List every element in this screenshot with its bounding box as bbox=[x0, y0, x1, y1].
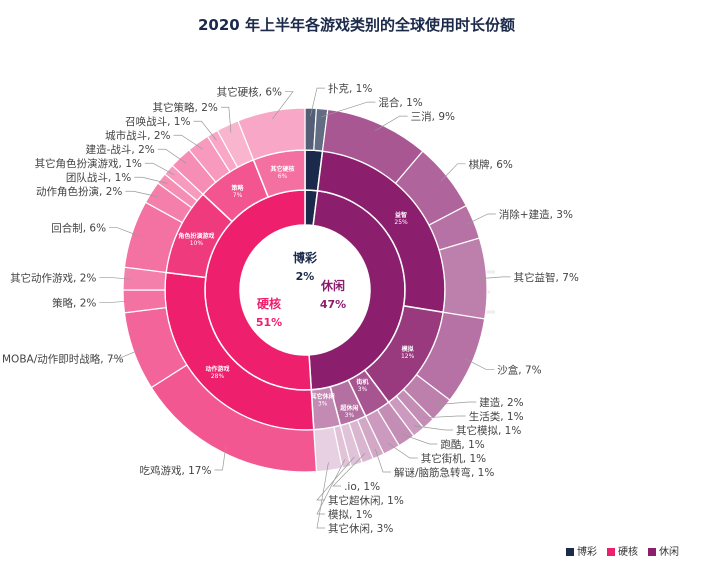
chart-title: 2020 年上半年各游戏类别的全球使用时长份额 bbox=[198, 16, 515, 34]
outer-label: 其它超休闲, 1% bbox=[328, 494, 404, 507]
middle-label: 街机 bbox=[355, 378, 368, 386]
outer-segment bbox=[237, 107, 306, 161]
middle-value: 3% bbox=[345, 412, 355, 419]
leader-line bbox=[214, 444, 227, 471]
leader-line bbox=[99, 300, 132, 304]
center-category-value: 2% bbox=[296, 270, 315, 283]
leader-line bbox=[478, 276, 511, 280]
outer-label: 其它休闲, 3% bbox=[328, 522, 393, 535]
leader-line bbox=[125, 190, 159, 198]
leader-line bbox=[134, 176, 168, 184]
outer-label: 团队战斗, 1% bbox=[66, 171, 131, 184]
outer-label: 其它益智, 7% bbox=[514, 271, 579, 284]
leader-line bbox=[321, 101, 376, 118]
middle-value: 3% bbox=[358, 386, 368, 393]
center-category-name: 硬核 bbox=[257, 296, 281, 311]
outer-label: 混合, 1% bbox=[378, 96, 422, 109]
outer-label: 动作角色扮演, 2% bbox=[36, 185, 122, 198]
leader-line bbox=[310, 87, 325, 117]
outer-label: 回合制, 6% bbox=[51, 222, 106, 235]
middle-value: 12% bbox=[401, 353, 415, 360]
middle-value: 25% bbox=[394, 219, 408, 226]
outer-label: 消除+建造, 3% bbox=[499, 208, 573, 221]
outer-label: 扑克, 1% bbox=[328, 82, 372, 95]
leader-line bbox=[387, 442, 418, 459]
middle-label: 模拟 bbox=[402, 345, 414, 353]
outer-label: 三消, 9% bbox=[411, 110, 455, 123]
leader-line bbox=[466, 213, 496, 225]
outer-label: 其它硬核, 6% bbox=[217, 86, 282, 99]
middle-label: 角色扮演游戏 bbox=[178, 232, 214, 240]
legend-label: 休闲 bbox=[659, 547, 679, 558]
outer-label: 沙盒, 7% bbox=[497, 364, 541, 377]
outer-label: 吃鸡游戏, 17% bbox=[139, 464, 211, 477]
legend-swatch bbox=[648, 548, 656, 556]
middle-label: 益智 bbox=[395, 211, 407, 219]
outer-label: 跑酷, 1% bbox=[440, 438, 484, 451]
outer-label: 策略, 2% bbox=[52, 297, 96, 310]
outer-label: 其它策略, 2% bbox=[153, 101, 218, 114]
leader-line bbox=[316, 459, 346, 515]
legend-swatch bbox=[566, 548, 574, 556]
leader-line bbox=[464, 358, 495, 370]
outer-label: 城市战斗, 2% bbox=[105, 129, 170, 142]
center-category-name: 博彩 bbox=[293, 250, 317, 265]
outer-label: 其它街机, 1% bbox=[421, 452, 486, 465]
leader-line bbox=[374, 115, 408, 132]
outer-label: 其它角色扮演游戏, 1% bbox=[35, 157, 142, 170]
middle-value: 7% bbox=[233, 192, 243, 199]
outer-label: 解谜/脑筋急转弯, 1% bbox=[394, 466, 494, 479]
middle-value: 6% bbox=[278, 173, 288, 180]
outer-label: MOBA/动作即时战略, 7% bbox=[2, 352, 124, 365]
legend: 博彩 硬核 休闲 bbox=[566, 543, 679, 558]
outer-label: 建造, 2% bbox=[479, 396, 523, 409]
leader-line bbox=[402, 434, 438, 445]
leader-line bbox=[316, 462, 329, 529]
legend-item: 硬核 bbox=[607, 543, 638, 558]
leader-line bbox=[173, 134, 203, 150]
middle-value: 3% bbox=[318, 401, 328, 408]
outer-label: 棋牌, 6% bbox=[469, 158, 513, 171]
outer-label: .io, 1% bbox=[344, 481, 380, 493]
leader-line bbox=[193, 120, 217, 141]
leader-line bbox=[109, 227, 140, 237]
leader-line bbox=[220, 106, 232, 133]
leader-line bbox=[316, 456, 355, 501]
leader-line bbox=[111, 348, 142, 359]
leader-line bbox=[272, 91, 294, 120]
leader-line bbox=[99, 276, 132, 280]
middle-label: 其它休闲 bbox=[311, 393, 335, 401]
center-hole bbox=[240, 225, 370, 355]
leader-line bbox=[144, 162, 175, 176]
legend-item: 博彩 bbox=[566, 543, 597, 558]
middle-value: 28% bbox=[211, 373, 225, 380]
legend-label: 硬核 bbox=[618, 547, 638, 558]
middle-value: 10% bbox=[190, 240, 204, 247]
leader-line bbox=[332, 453, 366, 487]
outer-label: 其它模拟, 1% bbox=[456, 424, 521, 437]
middle-label: 其它硬核 bbox=[271, 165, 295, 173]
legend-label: 博彩 bbox=[577, 547, 597, 558]
center-category-name: 休闲 bbox=[320, 278, 345, 293]
middle-label: 动作游戏 bbox=[206, 365, 230, 373]
middle-label: 超休闲 bbox=[339, 404, 358, 412]
center-category-value: 51% bbox=[256, 316, 282, 329]
leader-line bbox=[157, 148, 187, 164]
outer-label: 召唤战斗, 1% bbox=[125, 115, 190, 128]
leader-line bbox=[423, 415, 466, 419]
middle-label: 策略 bbox=[231, 184, 245, 192]
outer-label: 模拟, 1% bbox=[328, 508, 372, 521]
leader-line bbox=[440, 163, 466, 182]
legend-item: 休闲 bbox=[648, 543, 679, 558]
leader-line bbox=[374, 449, 391, 473]
leader-line bbox=[413, 425, 454, 431]
center-category-value: 47% bbox=[320, 298, 346, 311]
outer-label: 其它动作游戏, 2% bbox=[10, 271, 96, 284]
outer-label: 建造-战斗, 2% bbox=[86, 143, 155, 156]
leader-line bbox=[435, 401, 477, 406]
legend-swatch bbox=[607, 548, 615, 556]
outer-label: 生活类, 1% bbox=[469, 410, 524, 423]
